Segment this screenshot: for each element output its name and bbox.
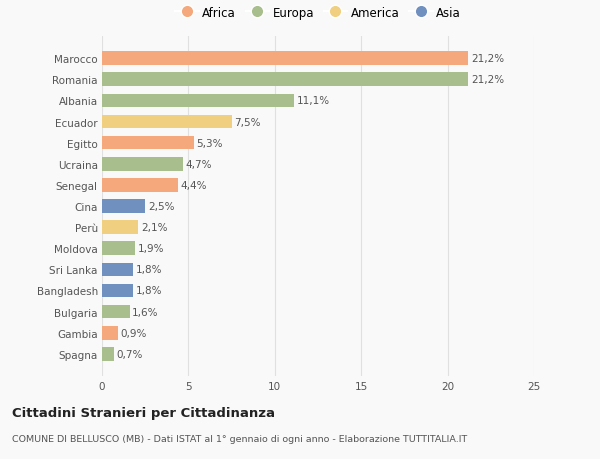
Bar [102, 305, 130, 319]
Bar [102, 242, 135, 256]
Text: 1,8%: 1,8% [136, 265, 162, 275]
Bar [102, 52, 469, 66]
Text: 5,3%: 5,3% [196, 138, 223, 148]
Bar [102, 179, 178, 192]
Text: 1,8%: 1,8% [136, 286, 162, 296]
Text: COMUNE DI BELLUSCO (MB) - Dati ISTAT al 1° gennaio di ogni anno - Elaborazione T: COMUNE DI BELLUSCO (MB) - Dati ISTAT al … [12, 434, 467, 443]
Text: 7,5%: 7,5% [234, 117, 260, 127]
Text: 0,9%: 0,9% [120, 328, 146, 338]
Text: 0,7%: 0,7% [116, 349, 143, 359]
Bar [102, 284, 133, 298]
Bar [102, 263, 133, 277]
Text: 1,6%: 1,6% [132, 307, 159, 317]
Bar [102, 326, 118, 340]
Bar [102, 115, 232, 129]
Text: 11,1%: 11,1% [296, 96, 329, 106]
Bar [102, 221, 138, 235]
Bar [102, 200, 145, 213]
Text: 2,1%: 2,1% [141, 223, 167, 233]
Text: Cittadini Stranieri per Cittadinanza: Cittadini Stranieri per Cittadinanza [12, 406, 275, 419]
Text: 2,5%: 2,5% [148, 202, 174, 212]
Text: 21,2%: 21,2% [471, 54, 504, 64]
Bar [102, 73, 469, 87]
Text: 4,7%: 4,7% [186, 159, 212, 169]
Bar [102, 94, 294, 108]
Legend: Africa, Europa, America, Asia: Africa, Europa, America, Asia [170, 2, 466, 24]
Bar [102, 136, 194, 150]
Bar [102, 347, 114, 361]
Bar [102, 157, 183, 171]
Text: 4,4%: 4,4% [181, 180, 207, 190]
Text: 1,9%: 1,9% [137, 244, 164, 254]
Text: 21,2%: 21,2% [471, 75, 504, 85]
